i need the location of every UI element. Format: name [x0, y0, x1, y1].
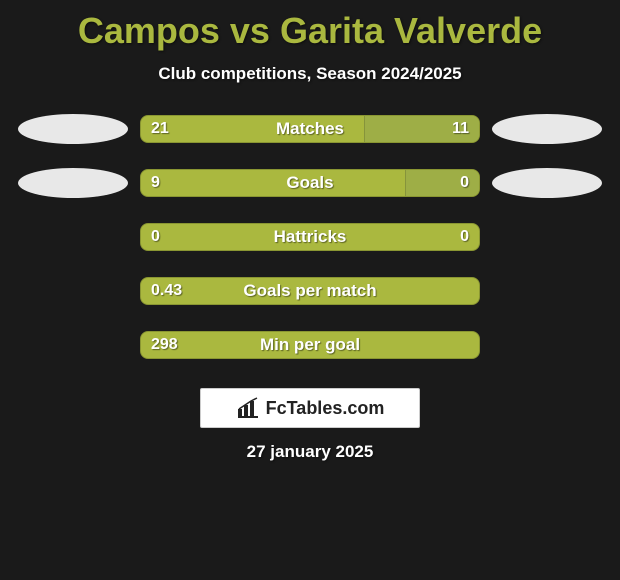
- stat-label: Goals: [286, 173, 333, 193]
- stat-label: Hattricks: [274, 227, 347, 247]
- stat-row: 9 Goals 0: [18, 168, 602, 198]
- stat-row: 0 Hattricks 0: [18, 222, 602, 252]
- stat-bar: 21 Matches 11: [140, 115, 480, 143]
- stat-value-left: 298: [151, 336, 178, 354]
- stat-row: 21 Matches 11: [18, 114, 602, 144]
- comparison-card: Campos vs Garita Valverde Club competiti…: [0, 0, 620, 472]
- logo-text: FcTables.com: [266, 398, 385, 419]
- stat-label: Min per goal: [260, 335, 360, 355]
- page-title: Campos vs Garita Valverde: [5, 10, 615, 52]
- player-badge-left: [18, 168, 128, 198]
- stat-value-left: 21: [151, 120, 169, 138]
- player-badge-right: [492, 114, 602, 144]
- stat-label: Goals per match: [243, 281, 376, 301]
- stat-rows: 21 Matches 11 9 Goals 0 0 Hattricks 0 0.43 Goals p…: [5, 114, 615, 384]
- player-badge-left: [18, 114, 128, 144]
- stat-value-left: 0.43: [151, 282, 182, 300]
- bar-chart-icon: [236, 396, 260, 420]
- subtitle: Club competitions, Season 2024/2025: [5, 64, 615, 84]
- stat-label: Matches: [276, 119, 344, 139]
- stat-bar: 0.43 Goals per match: [140, 277, 480, 305]
- stat-value-left: 9: [151, 174, 160, 192]
- stat-row: 298 Min per goal: [18, 330, 602, 360]
- stat-row: 0.43 Goals per match: [18, 276, 602, 306]
- stat-bar: 298 Min per goal: [140, 331, 480, 359]
- stat-value-left: 0: [151, 228, 160, 246]
- stat-value-right: 0: [460, 228, 469, 246]
- stat-bar: 9 Goals 0: [140, 169, 480, 197]
- stat-value-right: 11: [452, 120, 469, 138]
- stat-value-right: 0: [460, 174, 469, 192]
- stat-bar: 0 Hattricks 0: [140, 223, 480, 251]
- player-badge-right: [492, 168, 602, 198]
- logo-box: FcTables.com: [200, 388, 420, 428]
- date-label: 27 january 2025: [5, 442, 615, 462]
